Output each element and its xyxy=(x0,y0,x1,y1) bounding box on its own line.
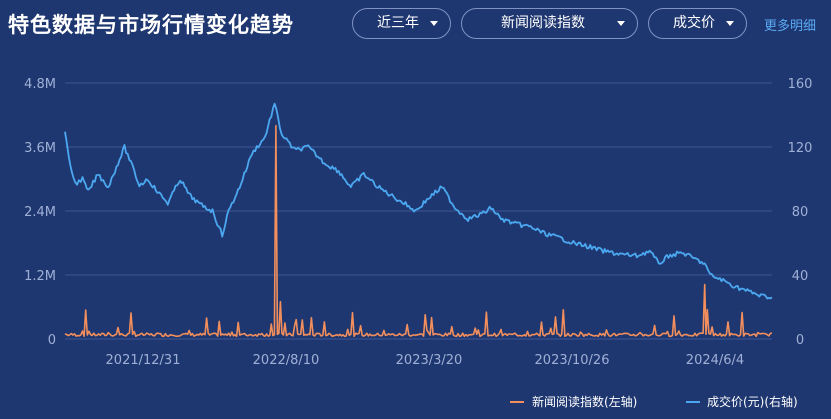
x-tick-label: 2021/12/31 xyxy=(106,353,181,368)
index-type-select[interactable]: 新闻阅读指数 xyxy=(461,8,638,39)
chevron-down-icon xyxy=(617,21,625,26)
chart-grid xyxy=(65,82,772,340)
right-y-tick-label: 40 xyxy=(792,269,809,284)
chart-title: 特色数据与市场行情变化趋势 xyxy=(8,13,294,37)
legend-label-price[interactable]: 成交价(元)(右轴) xyxy=(707,394,798,409)
chevron-down-icon xyxy=(430,21,438,26)
time-range-select[interactable]: 近三年 xyxy=(352,8,451,39)
chart-series xyxy=(64,102,773,338)
trend-chart: 0 1.2M 2.4M 3.6M 4.8M 0 40 80 120 160 2021/12/31… xyxy=(24,77,813,409)
left-y-axis: 0 1.2M 2.4M 3.6M 4.8M xyxy=(24,77,56,348)
time-range-label: 近三年 xyxy=(377,15,419,31)
x-tick-label: 2023/3/20 xyxy=(396,353,463,368)
left-y-tick-label: 2.4M xyxy=(24,205,56,220)
right-y-tick-label: 80 xyxy=(792,205,809,220)
metric-select[interactable]: 成交价 xyxy=(648,8,747,39)
x-tick-label: 2024/6/4 xyxy=(686,353,744,368)
legend-label-news-index[interactable]: 新闻阅读指数(左轴) xyxy=(532,394,637,409)
right-y-tick-label: 120 xyxy=(788,141,813,156)
x-tick-label: 2023/10/26 xyxy=(535,353,610,368)
right-y-axis: 0 40 80 120 160 xyxy=(788,77,813,348)
x-tick-label: 2022/8/10 xyxy=(253,353,320,368)
index-type-label: 新闻阅读指数 xyxy=(501,15,585,31)
chart-legend[interactable]: 新闻阅读指数(左轴) 成交价(元)(右轴) xyxy=(510,394,798,409)
more-details-link[interactable]: 更多明细 xyxy=(764,19,817,34)
price-line xyxy=(64,102,773,300)
left-y-tick-label: 3.6M xyxy=(24,141,56,156)
chevron-down-icon xyxy=(726,21,734,26)
chart-header: 特色数据与市场行情变化趋势 近三年 新闻阅读指数 成交价 更多明细 xyxy=(0,0,831,50)
right-y-tick-label: 160 xyxy=(788,77,813,92)
left-y-tick-label: 1.2M xyxy=(24,269,56,284)
news-index-line xyxy=(64,124,773,338)
left-y-tick-label: 0 xyxy=(48,333,56,348)
x-axis: 2021/12/31 2022/8/10 2023/3/20 2023/10/26 20… xyxy=(106,353,745,368)
metric-label: 成交价 xyxy=(673,15,715,31)
left-y-tick-label: 4.8M xyxy=(24,77,56,92)
right-y-tick-label: 0 xyxy=(796,333,804,348)
